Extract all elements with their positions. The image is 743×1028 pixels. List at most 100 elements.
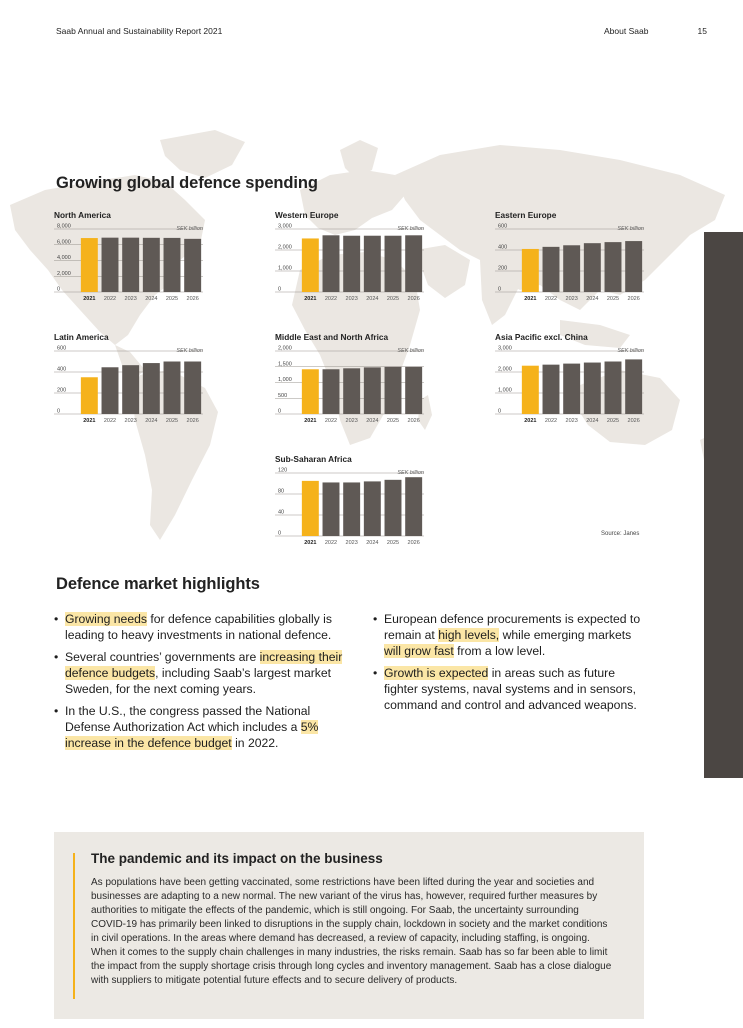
page-header: Saab Annual and Sustainability Report 20…	[56, 26, 707, 38]
x-tick-label: 2026	[187, 418, 199, 424]
chart-latin-america: Latin America SEK billion 0 200 400 600 2021 20…	[54, 331, 224, 431]
x-tick-label: 2024	[366, 296, 378, 302]
y-tick-label: 1,500	[278, 361, 292, 367]
bar	[363, 235, 381, 292]
y-tick-label: 8,000	[57, 224, 71, 230]
bar	[301, 238, 319, 292]
bar	[521, 248, 539, 292]
bar	[80, 377, 98, 414]
bar	[563, 245, 581, 292]
text-segment: European defence procurements is expecte…	[384, 612, 641, 642]
y-tick-label: 400	[57, 367, 66, 373]
x-tick-label: 2025	[387, 296, 399, 302]
highlights-left-list: Growing needs for defence capabilities g…	[54, 611, 354, 757]
y-tick-label: 200	[498, 266, 507, 272]
x-tick-label: 2022	[545, 418, 557, 424]
bar	[343, 235, 361, 292]
bar	[101, 367, 119, 414]
bar	[405, 235, 423, 292]
chart-source: Source: Janes	[601, 531, 640, 537]
bar	[583, 362, 601, 414]
bar	[625, 359, 643, 414]
x-tick-label: 2025	[166, 418, 178, 424]
y-tick-label: 0	[498, 409, 501, 415]
x-tick-label: 2026	[628, 296, 640, 302]
y-tick-label: 0	[57, 409, 60, 415]
text-segment: in 2022.	[231, 736, 279, 750]
y-tick-label: 120	[278, 468, 287, 474]
x-tick-label: 2021	[83, 418, 95, 424]
text-segment: for defence capabilities globally is lea…	[65, 612, 332, 642]
chart-mena: Middle East and North Africa SEK billion 0…	[275, 331, 445, 431]
x-tick-label: 2023	[346, 418, 358, 424]
highlights-title: Defence market highlights	[56, 575, 260, 593]
bar	[301, 480, 319, 536]
y-tick-label: 2,000	[278, 346, 292, 352]
highlight-item: In the U.S., the congress passed the Nat…	[54, 703, 354, 751]
x-tick-label: 2026	[187, 296, 199, 302]
chart-eastern-europe: Eastern Europe SEK billion 0 200 400 600 2021 2…	[495, 209, 665, 309]
x-tick-label: 2022	[104, 418, 116, 424]
bar	[163, 361, 181, 414]
document-title: Saab Annual and Sustainability Report 20…	[56, 26, 223, 36]
bar	[384, 366, 402, 414]
text-segment: in areas such as future fighter systems,…	[384, 666, 637, 712]
highlighted-text: Growing needs	[65, 612, 147, 626]
y-tick-label: 200	[57, 388, 66, 394]
x-tick-label: 2024	[366, 540, 378, 546]
bar	[322, 482, 340, 536]
x-tick-label: 2023	[125, 418, 137, 424]
x-tick-label: 2026	[408, 418, 420, 424]
bar	[322, 369, 340, 414]
highlight-item: Several countries’ governments are incre…	[54, 649, 354, 697]
chart-title: Latin America	[54, 332, 109, 342]
x-tick-label: 2025	[607, 418, 619, 424]
y-tick-label: 1,000	[278, 377, 292, 383]
x-tick-label: 2022	[325, 540, 337, 546]
side-tab	[704, 232, 743, 778]
text-segment: Several countries’ governments are	[65, 650, 260, 664]
x-tick-label: 2022	[325, 296, 337, 302]
x-tick-label: 2022	[545, 296, 557, 302]
pandemic-text: As populations have been getting vaccina…	[91, 877, 612, 986]
bar	[604, 361, 622, 414]
x-tick-label: 2024	[145, 296, 157, 302]
highlight-item: Growing needs for defence capabilities g…	[54, 611, 354, 643]
bar	[363, 367, 381, 414]
chart-title: Middle East and North Africa	[275, 332, 388, 342]
x-tick-label: 2021	[83, 296, 95, 302]
x-tick-label: 2025	[607, 296, 619, 302]
x-tick-label: 2022	[104, 296, 116, 302]
bar	[142, 237, 160, 292]
bar	[405, 366, 423, 414]
x-tick-label: 2025	[166, 296, 178, 302]
bar	[521, 365, 539, 414]
pandemic-title: The pandemic and its impact on the busin…	[91, 851, 383, 866]
bar	[363, 481, 381, 536]
x-tick-label: 2021	[524, 418, 536, 424]
text-segment: while emerging markets	[499, 628, 632, 642]
y-tick-label: 3,000	[278, 224, 292, 230]
highlight-item: Growth is expected in areas such as futu…	[373, 665, 643, 713]
bar	[405, 477, 423, 536]
text-segment: , including Saab’s largest market Sweden…	[65, 666, 332, 696]
x-tick-label: 2021	[524, 296, 536, 302]
highlighted-text: will grow fast	[384, 644, 454, 658]
y-tick-label: 0	[57, 287, 60, 293]
chart-title: Eastern Europe	[495, 210, 557, 220]
bar	[322, 235, 340, 292]
bar	[542, 364, 560, 414]
bar	[542, 246, 560, 292]
chart-north-america: North America SEK billion 0 2,000 4,000 6,000…	[54, 209, 224, 309]
bar	[343, 482, 361, 536]
chart-title: Asia Pacific excl. China	[495, 332, 588, 342]
bar	[142, 363, 160, 414]
highlighted-text: Growth is expected	[384, 666, 489, 680]
